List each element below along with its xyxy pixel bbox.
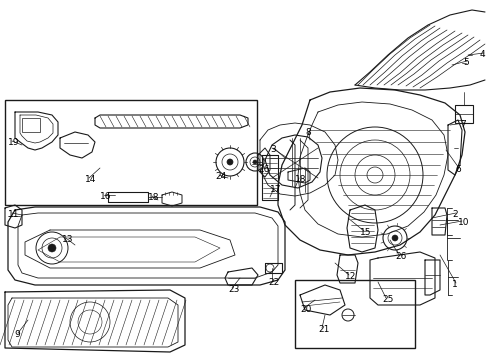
Text: 3: 3: [269, 145, 275, 154]
Text: 1: 1: [451, 280, 457, 289]
Circle shape: [48, 244, 56, 252]
Text: 22: 22: [267, 278, 279, 287]
Text: 6: 6: [454, 165, 460, 174]
Text: 17: 17: [269, 185, 281, 194]
Text: 19: 19: [8, 138, 20, 147]
Text: 13: 13: [62, 235, 73, 244]
Text: 20: 20: [299, 305, 311, 314]
Text: 4: 4: [479, 50, 485, 59]
Text: 26: 26: [258, 165, 269, 174]
Circle shape: [252, 160, 257, 164]
Text: 21: 21: [317, 325, 329, 334]
Bar: [5, 100, 257, 205]
Text: 2: 2: [451, 210, 457, 219]
Text: 12: 12: [345, 272, 356, 281]
Text: 18: 18: [148, 193, 159, 202]
Bar: [22, 118, 40, 132]
Text: 26: 26: [394, 252, 406, 261]
Text: 23: 23: [227, 285, 239, 294]
Text: 15: 15: [359, 228, 371, 237]
Circle shape: [226, 159, 232, 165]
Text: 25: 25: [381, 295, 392, 304]
Text: 7: 7: [459, 120, 465, 129]
Text: 16: 16: [100, 192, 111, 201]
Bar: [454, 105, 472, 123]
Text: 8: 8: [305, 128, 310, 137]
Text: 9: 9: [14, 330, 20, 339]
Text: 24: 24: [215, 172, 226, 181]
Circle shape: [391, 235, 397, 241]
Text: 18: 18: [294, 175, 306, 184]
Text: 11: 11: [8, 210, 20, 219]
Text: 14: 14: [85, 175, 96, 184]
Text: 10: 10: [457, 218, 468, 227]
Text: 5: 5: [462, 58, 468, 67]
Bar: [294, 280, 414, 348]
